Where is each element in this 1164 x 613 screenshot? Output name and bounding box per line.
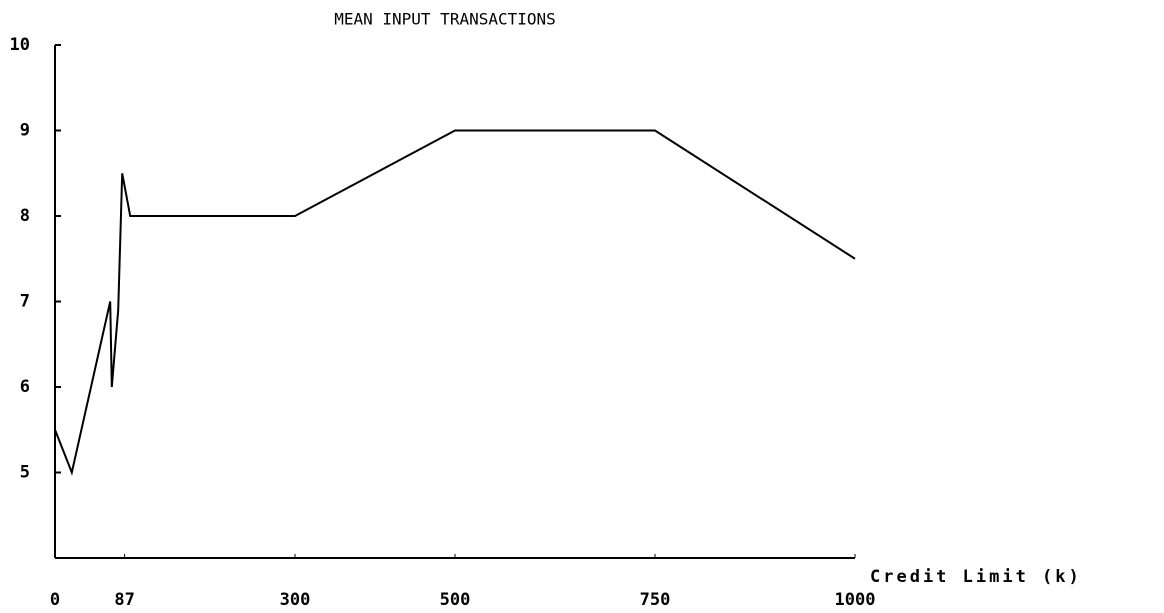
x-tick-label: 300 xyxy=(280,590,311,610)
y-tick-label: 10 xyxy=(10,35,30,55)
y-tick-label: 7 xyxy=(20,292,30,312)
y-tick-label: 6 xyxy=(20,377,30,397)
x-tick-label: 0 xyxy=(50,590,60,610)
x-tick-label: 1000 xyxy=(835,590,876,610)
chart-title: MEAN INPUT TRANSACTIONS xyxy=(334,10,556,29)
x-axis-label: Credit Limit (k) xyxy=(870,567,1082,587)
y-tick-label: 5 xyxy=(20,463,30,483)
y-tick-label: 8 xyxy=(20,206,30,226)
y-tick-label: 9 xyxy=(20,121,30,141)
x-tick-label: 500 xyxy=(440,590,471,610)
x-tick-label: 87 xyxy=(114,590,134,610)
x-tick-label: 750 xyxy=(640,590,671,610)
line xyxy=(54,129,856,476)
